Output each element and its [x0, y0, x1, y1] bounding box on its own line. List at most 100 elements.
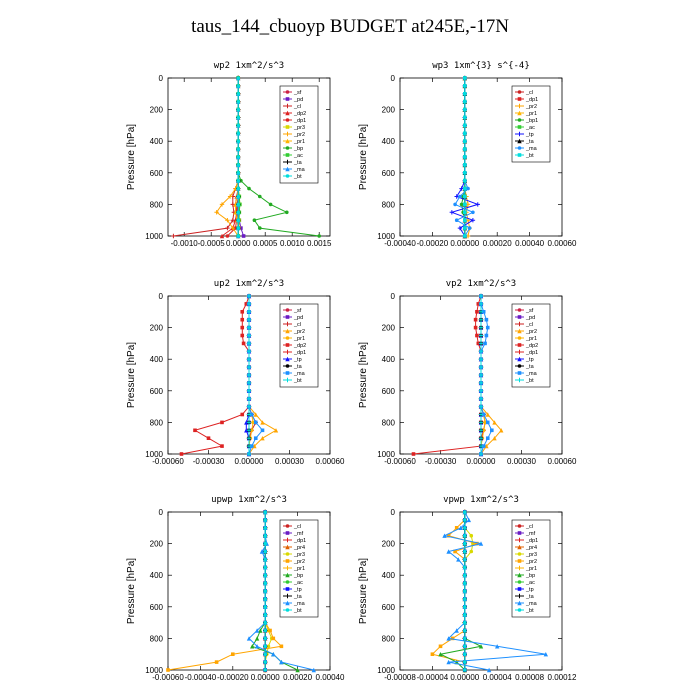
legend-label: _pd	[525, 315, 535, 321]
data-point	[250, 644, 255, 649]
legend-label: _tp	[293, 357, 302, 363]
data-point	[266, 644, 271, 649]
data-point	[246, 364, 252, 370]
data-point	[254, 636, 260, 641]
data-point	[220, 420, 224, 425]
plot-frame	[167, 77, 331, 237]
data-point	[214, 660, 219, 664]
legend-marker	[517, 559, 522, 563]
x-tick-label: -0.00020	[417, 239, 449, 248]
data-point	[166, 668, 170, 672]
y-axis-label: Pressure [hPa]	[358, 558, 369, 624]
data-point	[236, 84, 240, 88]
legend-marker	[285, 552, 290, 556]
data-point	[476, 341, 481, 346]
series-dp2	[179, 294, 251, 456]
legend-label: _ta	[293, 160, 303, 166]
x-tick-label: -0.00008	[384, 673, 416, 682]
series-line	[181, 295, 250, 455]
data-point	[463, 123, 467, 128]
legend-label: _pr2	[293, 559, 305, 565]
panel-title: vpwp 1xm^2/s^3	[443, 495, 519, 505]
panel-5: upwp 1xm^2/s^3 Pressure [hPa] 0 200 400 600 80…	[126, 495, 345, 682]
legend-marker	[285, 544, 290, 550]
x-tick-label: 0.00020	[483, 239, 512, 248]
data-point	[273, 428, 279, 433]
legend-marker	[517, 138, 522, 144]
y-tick-label: 400	[382, 137, 396, 146]
data-point	[246, 317, 252, 322]
data-point	[268, 202, 273, 207]
x-tick-label: -0.00060	[152, 457, 184, 466]
legend-label: _dp2	[293, 343, 306, 349]
data-point	[236, 76, 240, 80]
data-point	[492, 420, 497, 425]
legend-label: _pr2	[525, 559, 537, 565]
data-point	[263, 557, 268, 562]
data-point	[478, 317, 484, 322]
data-point	[263, 628, 268, 633]
data-point	[236, 107, 240, 112]
y-tick-label: 0	[159, 74, 164, 83]
data-point	[478, 420, 484, 425]
x-tick-label: -0.00020	[217, 673, 249, 682]
x-tick-label: 0.00000	[467, 457, 496, 466]
data-point	[430, 652, 435, 656]
legend-marker	[285, 377, 290, 383]
data-point	[225, 225, 230, 231]
data-point	[478, 541, 484, 546]
legend-label: _dp1	[525, 350, 538, 356]
data-point	[459, 202, 464, 207]
data-point	[495, 644, 500, 649]
data-point	[246, 293, 252, 299]
legend-marker	[517, 349, 522, 355]
x-tick-label: 0.00000	[450, 673, 479, 682]
y-tick-label: 400	[382, 571, 396, 580]
data-point	[499, 428, 504, 433]
data-point	[478, 443, 484, 449]
data-point	[246, 428, 252, 433]
data-point	[246, 309, 252, 314]
legend-label: _pr4	[525, 545, 537, 551]
legend-label: _pr1	[525, 336, 537, 342]
data-point	[279, 644, 284, 649]
legend-marker	[517, 524, 522, 528]
legend-marker	[285, 138, 290, 144]
data-point	[463, 605, 467, 609]
data-point	[236, 210, 240, 215]
legend-marker	[517, 343, 522, 347]
data-point	[463, 107, 467, 112]
data-point	[236, 99, 240, 104]
data-point	[219, 233, 225, 239]
data-point	[263, 620, 268, 625]
legend-label: _pr3	[525, 552, 537, 558]
x-tick-label: -0.00004	[417, 673, 449, 682]
data-point	[231, 652, 235, 656]
legend-label: _ma	[293, 601, 306, 607]
legend-marker	[285, 103, 290, 109]
data-point	[193, 428, 197, 433]
data-point	[481, 412, 486, 417]
data-point	[475, 333, 479, 338]
legend-label: _cl	[525, 90, 533, 96]
data-point	[475, 541, 479, 546]
data-point	[478, 325, 484, 330]
x-tick-label: 0.00030	[275, 457, 304, 466]
data-point	[246, 325, 252, 330]
x-tick-label: 0.0010	[280, 239, 305, 248]
y-tick-label: 200	[150, 324, 164, 333]
x-tick-label: 0.00040	[316, 673, 345, 682]
data-point	[463, 147, 467, 151]
data-point	[463, 620, 467, 625]
legend-marker	[517, 531, 522, 535]
data-point	[478, 451, 484, 457]
legend-marker	[285, 146, 290, 150]
legend-marker	[285, 125, 290, 129]
data-point	[457, 225, 463, 231]
data-point	[236, 92, 240, 96]
data-point	[478, 333, 484, 338]
data-point	[463, 202, 467, 207]
data-point	[463, 644, 467, 649]
data-point	[246, 412, 252, 417]
data-point	[463, 510, 467, 514]
